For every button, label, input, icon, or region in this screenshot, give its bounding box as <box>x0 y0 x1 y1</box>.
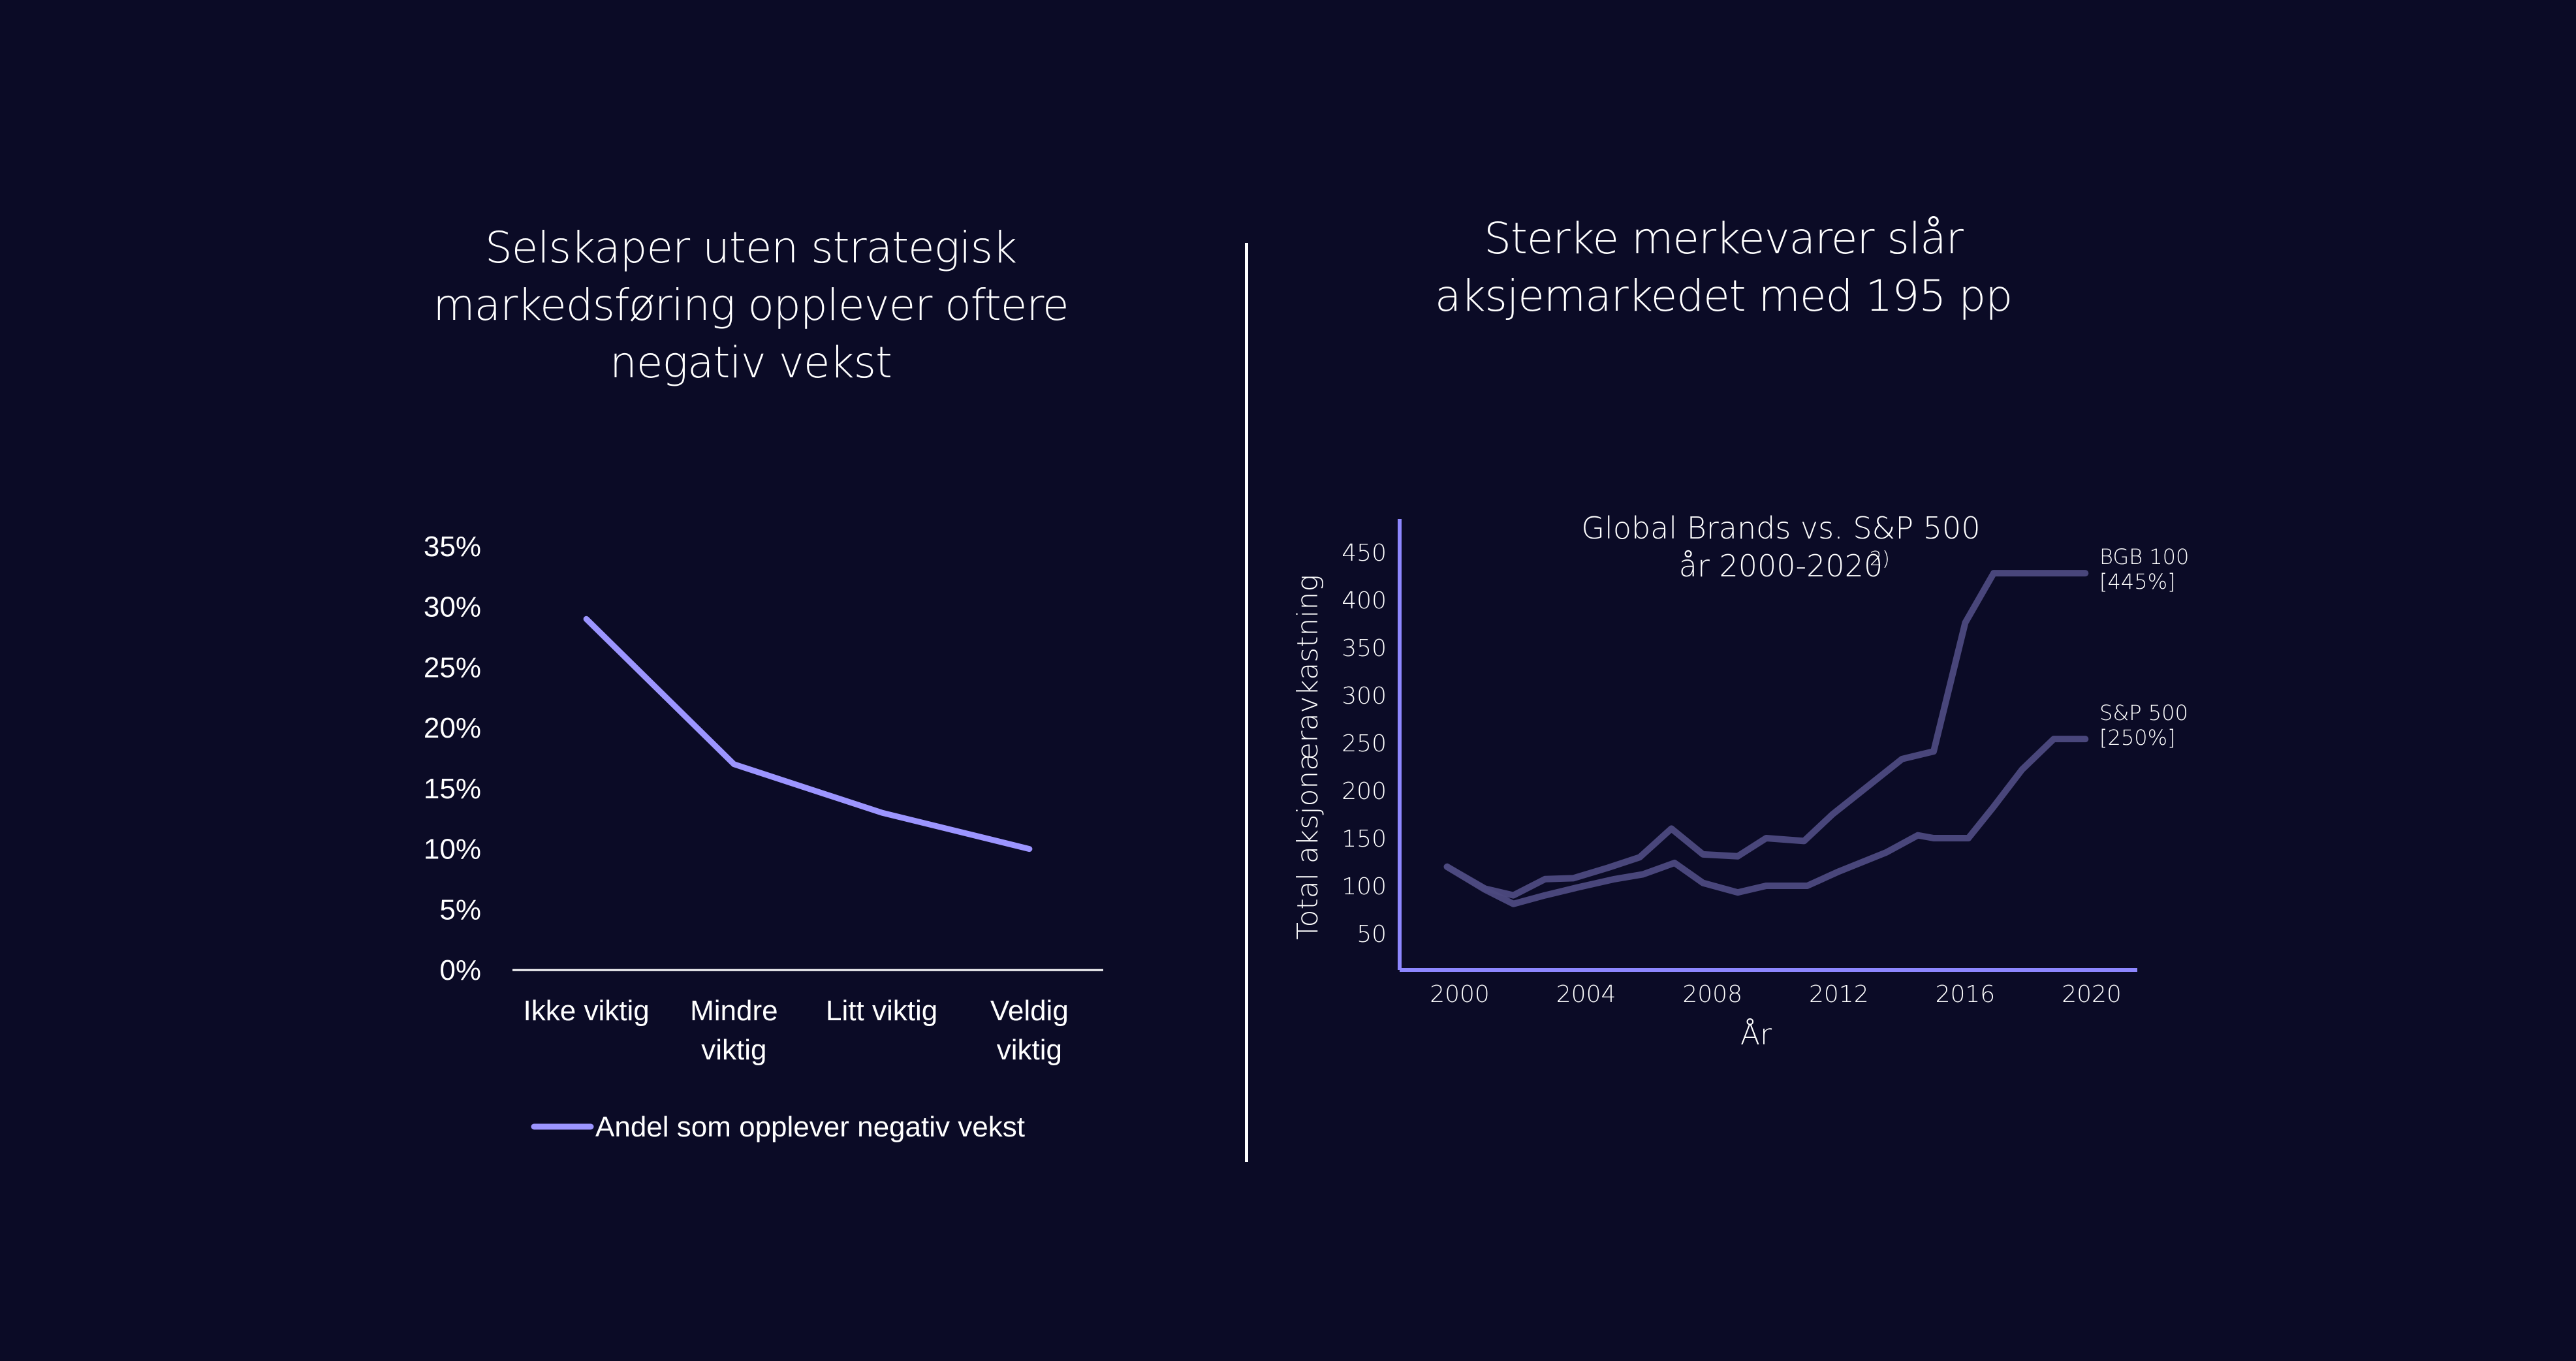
y-tick-label: 10% <box>424 834 481 866</box>
x-tick-label: Ikke viktig <box>524 995 650 1027</box>
y-tick-label: 5% <box>439 894 481 926</box>
y-tick-label: 400 <box>1342 587 1387 614</box>
heading-right-line: Sterke merkevarer slår <box>1484 213 1964 264</box>
legend-label: Andel som opplever negativ vekst <box>595 1111 1025 1143</box>
series-line <box>583 616 1033 853</box>
data-point <box>879 809 885 815</box>
heading-right: Sterke merkevarer slår aksjemarkedet med… <box>1358 210 2089 325</box>
chart-title-superscript: 2) <box>1870 548 1890 571</box>
chart-title-line: Global Brands vs. S&P 500 <box>1581 510 1980 546</box>
y-tick-label: 20% <box>424 712 481 744</box>
y-tick-label: 0% <box>439 954 481 986</box>
x-tick-label: Litt viktig <box>826 995 937 1027</box>
x-axis-title: År <box>1740 1017 1772 1052</box>
y-tick-label: 250 <box>1342 730 1387 757</box>
x-tick-label: 2004 <box>1556 981 1616 1008</box>
y-tick-label: 450 <box>1342 540 1387 567</box>
y-tick-label: 100 <box>1342 873 1387 900</box>
x-tick-label: 2020 <box>2062 981 2122 1008</box>
heading-left-line: Selskaper uten strategisk <box>484 223 1017 273</box>
y-tick-label: 150 <box>1342 826 1387 853</box>
data-point <box>1026 846 1032 852</box>
x-tick-label: 2016 <box>1936 981 1996 1008</box>
x-tick-label: Mindre viktig <box>690 995 778 1066</box>
heading-right-line: aksjemarkedet med 195 pp <box>1434 271 2013 321</box>
data-point <box>731 761 737 767</box>
y-tick-label: 350 <box>1342 635 1387 662</box>
chart-title-line: år 2000-2020 <box>1679 548 1883 584</box>
y-axis-title: Total aksjonæravkastning <box>1291 574 1325 940</box>
x-tick-label: 2000 <box>1430 981 1490 1008</box>
y-tick-label: 35% <box>424 531 481 563</box>
x-tick-label: Veldig viktig <box>990 995 1069 1066</box>
divider <box>1245 243 1248 1162</box>
series-line <box>1443 736 2089 907</box>
y-tick-label: 15% <box>424 773 481 805</box>
data-point <box>584 616 589 622</box>
heading-left-line: markedsføring opplever oftere <box>433 280 1069 330</box>
y-tick-label: 50 <box>1357 921 1387 948</box>
x-tick-label: 2012 <box>1809 981 1869 1008</box>
y-tick-label: 300 <box>1342 683 1387 710</box>
series-end-label: S&P 500 [250%] <box>2099 700 2188 750</box>
series-end-label: BGB 100 [445%] <box>2099 544 2189 594</box>
y-tick-label: 30% <box>424 591 481 623</box>
heading-left: Selskaper uten strategisk markedsføring … <box>366 219 1136 392</box>
x-tick-label: 2008 <box>1682 981 1742 1008</box>
y-tick-label: 25% <box>424 651 481 683</box>
heading-left-line: negativ vekst <box>610 337 892 388</box>
series-line <box>1443 570 2089 899</box>
y-tick-label: 200 <box>1342 778 1387 805</box>
